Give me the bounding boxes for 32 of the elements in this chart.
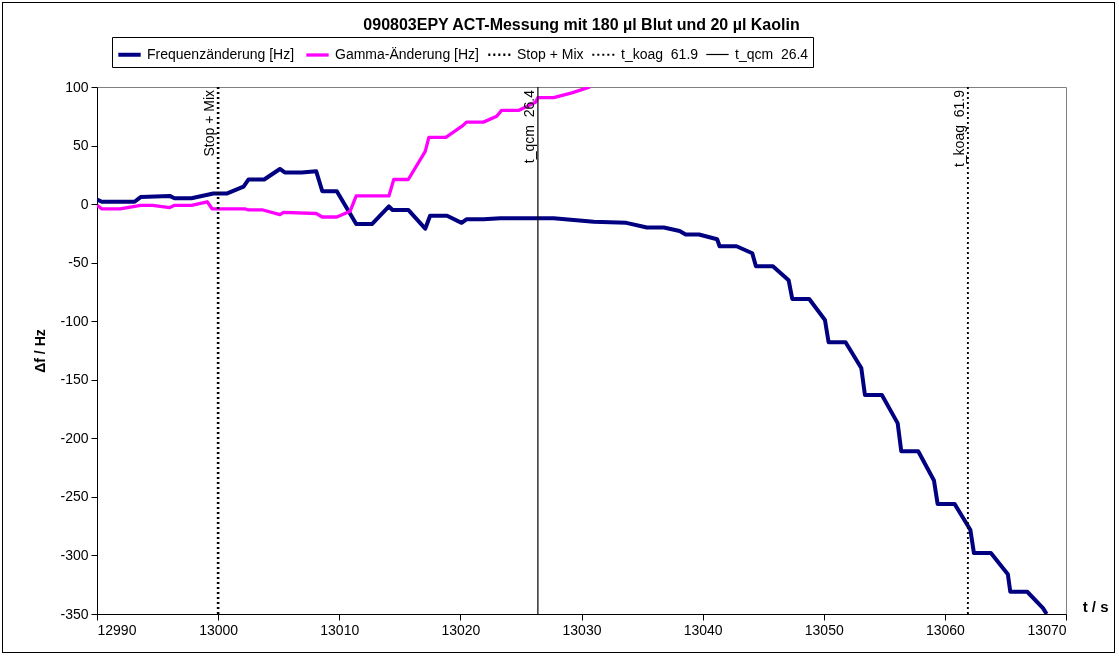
x-tick-label: 13050 bbox=[804, 621, 844, 638]
text: Stop + Mix bbox=[517, 45, 584, 62]
y-tick-label: -300 bbox=[60, 546, 89, 563]
x-tick-label: 13060 bbox=[925, 621, 966, 638]
x-tick-label: 13000 bbox=[199, 621, 239, 638]
x-tick-label: 13070 bbox=[1027, 621, 1067, 638]
y-tick-label: -150 bbox=[60, 371, 89, 388]
y-tick-label: 100 bbox=[65, 78, 89, 95]
x-axis-title: t / s bbox=[1082, 597, 1109, 615]
ref-line-label: Stop + Mix bbox=[201, 90, 218, 157]
x-tick-label: 13040 bbox=[683, 621, 723, 638]
y-tick-label: -250 bbox=[60, 488, 89, 505]
text: t_koag 61.9 bbox=[621, 45, 699, 62]
text: t_qcm 26.4 bbox=[735, 45, 809, 62]
chart-title: 090803EPY ACT-Messung mit 180 µl Blut und 20 µl Kaolin bbox=[363, 15, 800, 33]
y-tick-label: -50 bbox=[68, 254, 89, 271]
y-tick-label: -200 bbox=[60, 429, 89, 446]
legend-label: Frequenzänderung [Hz] bbox=[147, 45, 295, 62]
y-axis-title: Δf / Hz bbox=[32, 329, 49, 373]
x-tick-label: 13020 bbox=[441, 621, 481, 638]
y-tick-label: -350 bbox=[60, 605, 89, 622]
x-tick-label: 13030 bbox=[562, 621, 602, 638]
ref-line-label: t_koag 61.9 bbox=[950, 89, 967, 168]
x-tick-label: 13010 bbox=[320, 621, 360, 638]
line-series bbox=[97, 166, 1049, 614]
legend-label: Gamma-Änderung [Hz] bbox=[335, 46, 479, 62]
y-tick-label: 0 bbox=[80, 195, 89, 212]
line-series bbox=[97, 87, 592, 219]
x-tick-label: 12990 bbox=[97, 621, 137, 638]
y-tick-label: -100 bbox=[60, 312, 89, 329]
y-tick-label: 50 bbox=[72, 137, 89, 154]
ref-line-label: t_qcm 26.4 bbox=[520, 89, 537, 164]
